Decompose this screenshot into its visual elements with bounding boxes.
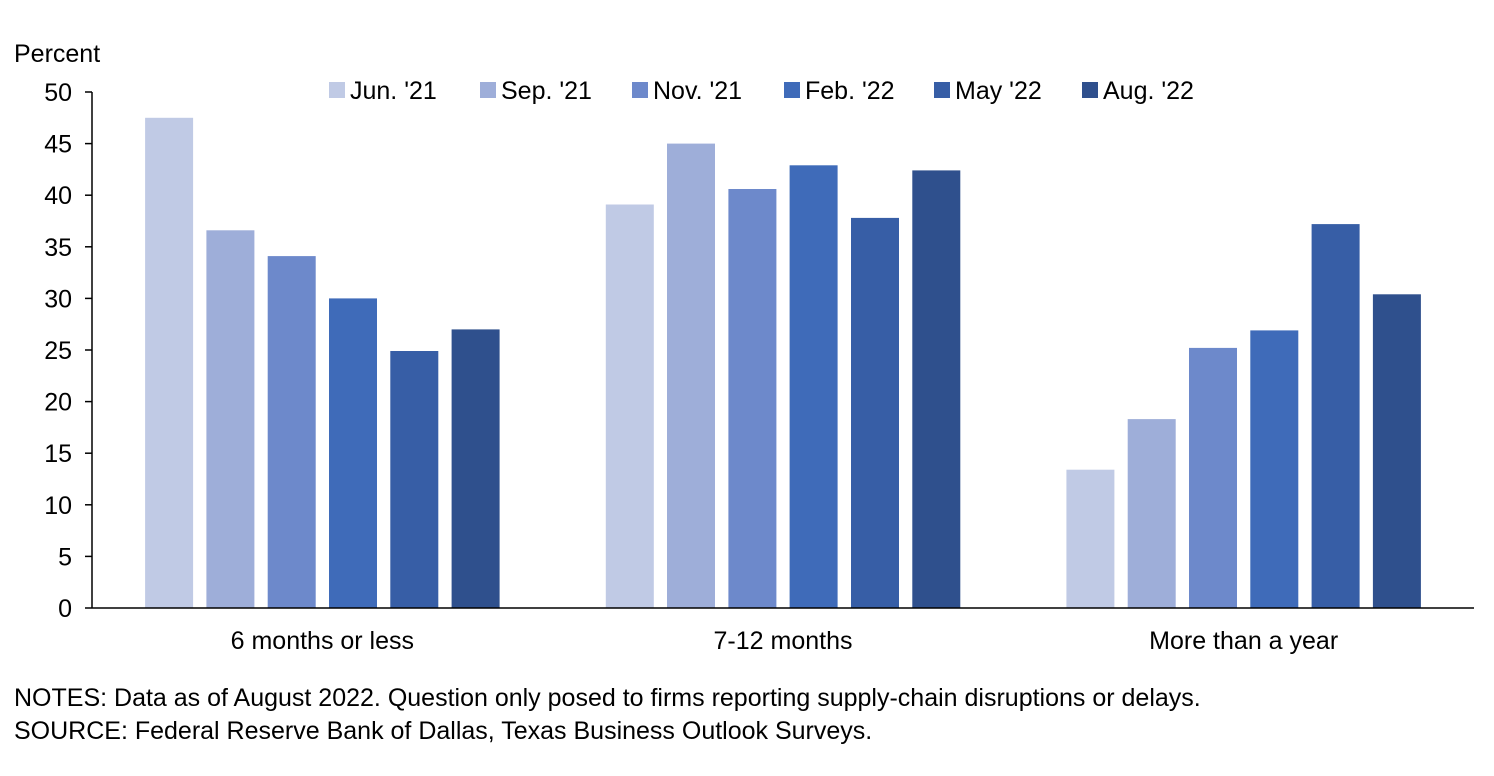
legend-swatch xyxy=(632,82,648,98)
legend-swatch xyxy=(480,82,496,98)
bars-group xyxy=(145,117,1421,609)
y-tick-label: 10 xyxy=(44,492,72,520)
bar xyxy=(145,117,194,609)
bar xyxy=(667,143,715,608)
y-axis-label: Percent xyxy=(14,40,100,68)
bar xyxy=(206,230,255,609)
legend-swatch xyxy=(329,82,345,98)
bar xyxy=(1066,469,1115,608)
legend-label: Sep. '21 xyxy=(501,77,592,105)
legend-label: Jun. '21 xyxy=(350,77,437,105)
legend-swatch xyxy=(934,82,950,98)
legend-label: May '22 xyxy=(955,77,1042,105)
y-tick-label: 30 xyxy=(44,285,72,313)
bar xyxy=(1372,294,1421,608)
y-tick-label: 0 xyxy=(58,595,72,623)
x-category-label: More than a year xyxy=(1149,627,1338,655)
y-tick-label: 40 xyxy=(44,182,72,210)
legend: Jun. '21 Sep. '21 Nov. '21 Feb. '22 May '22 A… xyxy=(329,77,1194,105)
bar xyxy=(1127,419,1176,608)
bar xyxy=(267,256,316,608)
x-category-label: 6 months or less xyxy=(231,627,414,655)
bar xyxy=(912,170,961,608)
bar xyxy=(851,217,899,608)
y-tick-label: 15 xyxy=(44,440,72,468)
source-text: SOURCE: Federal Reserve Bank of Dallas, … xyxy=(14,717,873,745)
bar xyxy=(1311,224,1360,608)
y-axis: 0 5 10 15 20 25 30 35 40 45 50 xyxy=(44,79,93,623)
y-tick-label: 5 xyxy=(58,543,72,571)
y-tick-label: 20 xyxy=(44,389,72,417)
bar xyxy=(1189,347,1237,608)
bar xyxy=(329,298,377,608)
bar xyxy=(1250,330,1299,608)
legend-label: Aug. '22 xyxy=(1103,77,1194,105)
notes-text: NOTES: Data as of August 2022. Question … xyxy=(14,684,1201,712)
bar xyxy=(390,351,439,608)
bar xyxy=(451,329,500,608)
legend-swatch xyxy=(1082,82,1098,98)
y-tick-label: 45 xyxy=(44,131,72,159)
y-tick-label: 35 xyxy=(44,234,72,262)
legend-label: Nov. '21 xyxy=(653,77,742,105)
bar xyxy=(728,189,777,608)
y-tick-label: 25 xyxy=(44,337,72,365)
legend-label: Feb. '22 xyxy=(805,77,895,105)
x-axis: 6 months or less 7-12 months More than a y… xyxy=(92,607,1474,655)
y-tick-label: 50 xyxy=(44,79,72,107)
bar-chart: Percent 0 5 10 15 20 25 30 35 40 45 50 6 months or… xyxy=(14,40,1474,655)
bar xyxy=(789,165,838,609)
bar xyxy=(605,204,654,608)
x-category-label: 7-12 months xyxy=(714,627,853,655)
legend-swatch xyxy=(784,82,800,98)
